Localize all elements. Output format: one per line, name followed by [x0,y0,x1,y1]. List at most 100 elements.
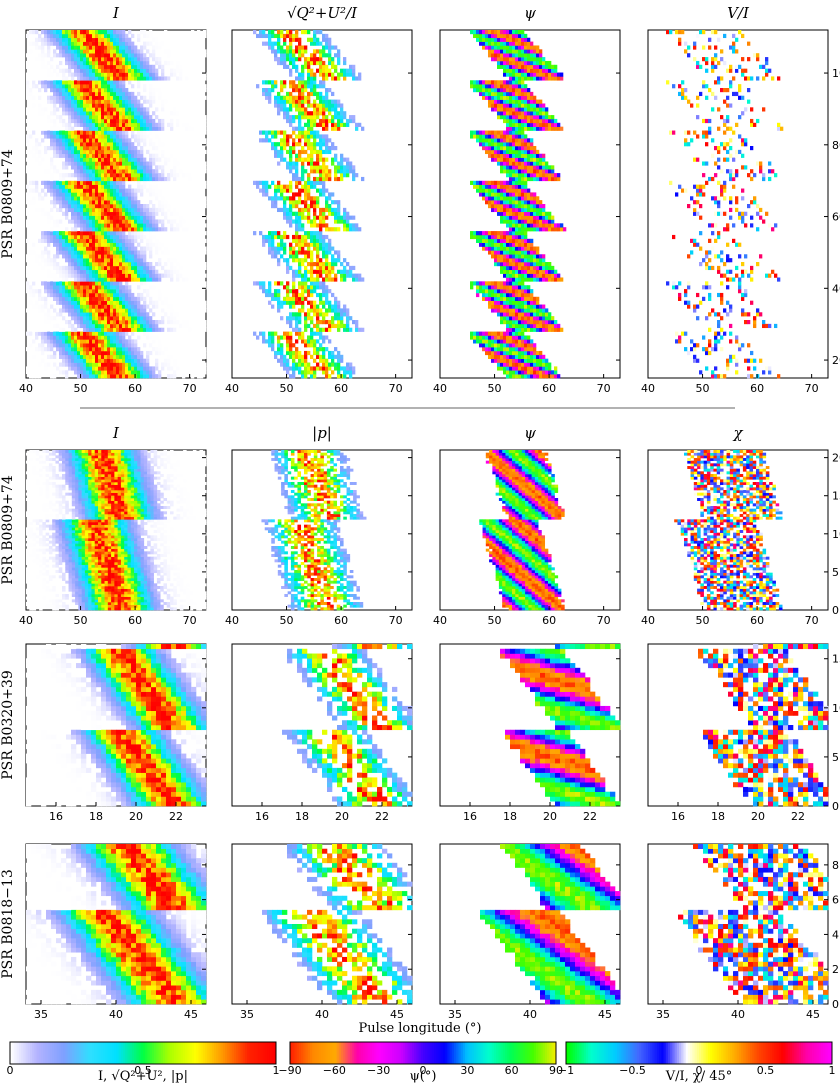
top-panel-1-cell [271,243,274,247]
top-panel-0-cell [107,359,110,363]
top-panel-1-cell [316,142,319,146]
top-panel-1-cell [274,142,277,146]
top-panel-0-cell [62,293,65,297]
top-panel-0-cell [152,92,155,96]
top-panel-1-cell [304,270,307,274]
top-panel-0-cell [113,127,116,131]
top-panel-0-cell [71,154,74,158]
top-panel-0-cell [29,262,32,266]
top-panel-0-cell [35,161,38,165]
top-panel-0-cell [119,231,122,235]
top-panel-0-cell [26,366,29,370]
top-panel-0-cell [155,250,158,254]
top-panel-0-cell [101,320,104,324]
top-panel-1-cell [295,216,298,220]
top-panel-0-cell [119,57,122,61]
top-panel-1-cell [304,134,307,138]
top-panel-1-cell [289,266,292,270]
top-panel-1-cell [337,165,340,169]
top-panel-0-cell [119,84,122,88]
top-panel-0-cell [68,324,71,328]
top-panel-1-cell [346,212,349,216]
top-panel-0-cell [77,42,80,46]
top-panel-0-cell [80,320,83,324]
top-panel-0-cell [176,262,179,266]
top-panel-0-cell [146,366,149,370]
top-panel-0-cell [104,115,107,119]
top-panel-0-cell [125,301,128,305]
top-panel-0-cell [110,328,113,332]
top-panel-1-cell [304,235,307,239]
top-panel-0-cell [77,165,80,169]
top-panel-1-cell [313,134,316,138]
top-panel-0-cell [86,53,89,57]
top-panel-0-cell [98,289,101,293]
top-panel-0-cell [104,119,107,123]
top-panel-0-cell [173,158,176,162]
top-panel-0-cell [149,192,152,196]
top-panel-0-cell [74,30,77,34]
top-panel-0-cell [152,235,155,239]
top-panel-0-cell [92,289,95,293]
top-panel-1-cell [298,212,301,216]
top-panel-0-cell [98,84,101,88]
top-panel-0-cell [167,355,170,359]
top-panel-0-cell [191,150,194,154]
top-panel-0-cell [38,363,41,367]
top-panel-0-cell [98,359,101,363]
top-panel-0-cell [152,73,155,77]
top-panel-0-cell [116,250,119,254]
top-panel-0-cell [35,370,38,374]
top-panel-1-cell [346,312,349,316]
top-panel-1-cell [292,355,295,359]
top-panel-1-cell [322,219,325,223]
top-panel-0-cell [146,363,149,367]
top-panel-1-cell [301,335,304,339]
top-panel-0-cell [89,235,92,239]
top-panel-0-cell [182,227,185,231]
top-panel-0-cell [38,216,41,220]
top-panel-0-cell [131,301,134,305]
top-panel-0-cell [104,332,107,336]
top-panel-0-cell [128,289,131,293]
top-panel-0-cell [128,138,131,142]
top-panel-1-cell [286,235,289,239]
top-panel-0-cell [155,374,158,378]
top-panel-0-cell [89,111,92,115]
top-panel-0-cell [44,312,47,316]
top-panel-0-cell [125,173,128,177]
top-panel-0-cell [137,150,140,154]
top-panel-0-cell [95,100,98,104]
top-panel-1-cell [295,347,298,351]
top-panel-0-cell [119,45,122,49]
top-panel-0-cell [185,115,188,119]
top-panel-0-cell [107,247,110,251]
top-panel-0-cell [119,169,122,173]
top-panel-1-cell [295,324,298,328]
top-panel-0-cell [92,223,95,227]
top-panel-0-cell [80,123,83,127]
top-panel-0-cell [134,192,137,196]
top-panel-0-cell [155,277,158,281]
top-panel-0-cell [77,262,80,266]
top-panel-1-cell [280,158,283,162]
top-panel-0-cell [59,351,62,355]
top-panel-1-cell [316,277,319,281]
top-panel-0-cell [65,270,68,274]
top-panel-0-cell [137,200,140,204]
top-panel-0-cell [59,131,62,135]
top-panel-0-cell [194,289,197,293]
top-panel-0-cell [80,185,83,189]
top-panel-1-cell [289,223,292,227]
top-panel-0-cell [92,297,95,301]
top-panel-1-cell [304,158,307,162]
top-panel-0-cell [116,119,119,123]
top-panel-1-cell [271,293,274,297]
top-panel-1-cell [325,142,328,146]
top-panel-0-cell [95,84,98,88]
top-panel-0-cell [143,161,146,165]
top-panel-0-cell [80,53,83,57]
top-panel-1-cell [301,185,304,189]
top-panel-0-cell [194,231,197,235]
top-panel-1-cell [322,192,325,196]
